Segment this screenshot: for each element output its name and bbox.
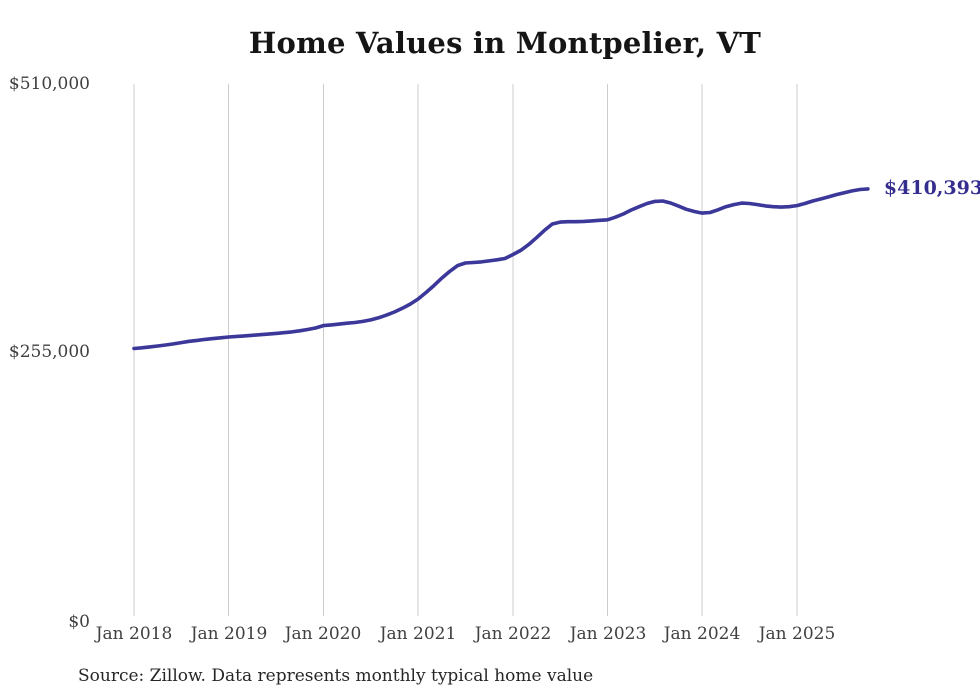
x-tick-jan-2020: Jan 2020 [284,624,362,644]
final-value-label: $410,393 [883,176,980,199]
y-tick-0: $0 [68,612,90,632]
home-value-line [132,187,870,351]
x-tick-jan-2019: Jan 2019 [190,624,268,644]
x-tick-jan-2023: Jan 2023 [569,624,647,644]
x-tick-jan-2021: Jan 2021 [379,624,457,644]
y-tick-255000: $255,000 [8,342,90,362]
chart-title: Home Values in Montpelier, VT [248,26,762,60]
y-tick-510000: $510,000 [8,74,90,94]
source-note: Source: Zillow. Data represents monthly … [78,666,594,686]
x-tick-jan-2022: Jan 2022 [474,624,552,644]
x-tick-jan-2025: Jan 2025 [758,624,836,644]
x-tick-jan-2018: Jan 2018 [95,624,173,644]
x-tick-jan-2024: Jan 2024 [663,624,741,644]
vertical-gridlines [133,84,798,616]
